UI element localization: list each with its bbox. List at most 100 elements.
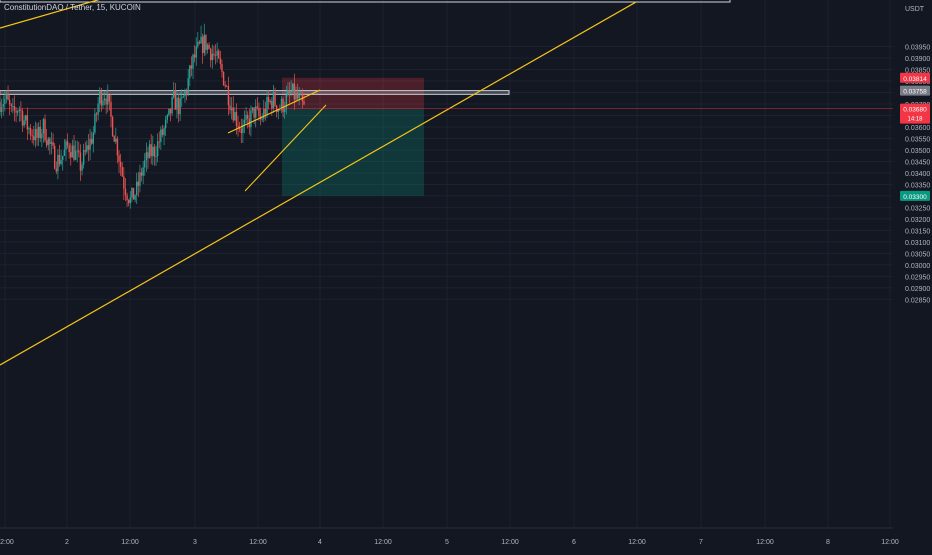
candle-body	[82, 150, 85, 165]
candle-body	[10, 104, 12, 107]
candle-body	[142, 167, 144, 176]
candle-body	[171, 97, 173, 114]
candle-body	[158, 141, 160, 143]
candle-body	[232, 107, 234, 121]
price-tick-label: 0.03400	[905, 171, 930, 178]
candle-body	[177, 97, 180, 115]
candle-body	[288, 90, 291, 93]
candle-body	[81, 164, 83, 171]
candle-body	[264, 108, 267, 115]
candle-body	[73, 145, 75, 160]
price-tick-label: 0.02900	[905, 286, 930, 293]
candle-body	[214, 55, 217, 57]
price-tick-label: 0.03200	[905, 217, 930, 224]
candle-body	[182, 96, 185, 98]
candle-body	[247, 114, 249, 119]
candle-body	[127, 200, 130, 204]
candle-body	[102, 100, 104, 106]
candle-body	[26, 115, 29, 130]
candle-body	[78, 150, 80, 153]
candle-body	[280, 98, 283, 110]
candle-body	[123, 176, 125, 189]
candle-body	[155, 156, 157, 157]
candle-body	[21, 111, 24, 126]
time-tick-label: 8	[826, 539, 830, 546]
candle-body	[5, 93, 8, 100]
candle-body	[227, 86, 230, 106]
price-tick-label: 0.03850	[905, 67, 930, 74]
candle-body	[140, 172, 143, 176]
candle-body	[213, 53, 215, 56]
candle-body	[205, 34, 207, 50]
candle-body	[222, 71, 225, 86]
candle-body	[121, 166, 123, 177]
candle-body	[267, 96, 270, 103]
candle-body	[86, 145, 88, 152]
candle-body	[200, 36, 202, 44]
price-tag	[900, 72, 930, 83]
price-tick-label: 0.02950	[905, 274, 930, 281]
candle-body	[58, 154, 61, 165]
price-tag	[900, 85, 930, 96]
candle-body	[44, 119, 46, 141]
candle-body	[68, 145, 70, 153]
candle-body	[184, 91, 186, 97]
candle-body	[224, 85, 226, 87]
candle-body	[119, 161, 122, 167]
resistance-zone	[0, 90, 510, 95]
candle-body	[124, 188, 127, 196]
candle-body	[298, 94, 300, 99]
candle-body	[285, 95, 288, 109]
candle-body	[150, 144, 152, 157]
candle-body	[226, 86, 228, 88]
candle-body	[300, 94, 302, 96]
price-tag-label: 0.03680	[903, 107, 927, 114]
candle-body	[271, 100, 273, 109]
take-profit-zone	[282, 108, 424, 196]
price-tick-label: 0.02850	[905, 297, 930, 304]
candle-body	[97, 103, 99, 115]
candle-body	[92, 132, 94, 144]
candle-body	[45, 140, 48, 146]
candle-body	[279, 109, 281, 111]
candle-body	[192, 54, 194, 69]
candle-body	[41, 133, 43, 139]
candle-body	[37, 126, 40, 138]
candle-body	[4, 99, 6, 105]
candle-body	[131, 187, 133, 198]
candle-body	[164, 119, 167, 129]
time-tick-label: 12:00	[249, 539, 267, 546]
candle-body	[100, 91, 103, 106]
candle-body	[251, 107, 254, 111]
candle-body	[8, 99, 11, 105]
price-tick-label: 0.03950	[905, 45, 930, 52]
candle-body	[118, 155, 120, 162]
candle-body	[139, 172, 141, 186]
candle-body	[134, 195, 136, 200]
candle-body	[193, 54, 196, 58]
candle-body	[70, 152, 72, 158]
stop-loss-zone	[282, 77, 424, 109]
rising-support-line	[0, 1, 637, 366]
time-tick-label: 12:00	[374, 539, 392, 546]
wedge-upper-line	[227, 89, 321, 134]
candle-body	[55, 168, 57, 172]
candle-body	[266, 96, 268, 115]
price-tag-label: 0.03300	[903, 194, 927, 201]
time-tick-label: 3	[193, 539, 197, 546]
candle-body	[173, 90, 175, 98]
candle-body	[60, 160, 62, 165]
candle-body	[295, 92, 297, 100]
candle-body	[15, 110, 17, 113]
price-tick-label: 0.03050	[905, 251, 930, 258]
wedge-lower-line	[244, 104, 327, 192]
price-tick-label: 0.03500	[905, 148, 930, 155]
candle-body	[95, 113, 98, 115]
price-tag-countdown: 14:18	[907, 117, 923, 123]
candle-body	[23, 120, 25, 126]
candle-body	[115, 138, 117, 142]
candle-body	[79, 152, 82, 171]
candle-body	[277, 109, 279, 112]
